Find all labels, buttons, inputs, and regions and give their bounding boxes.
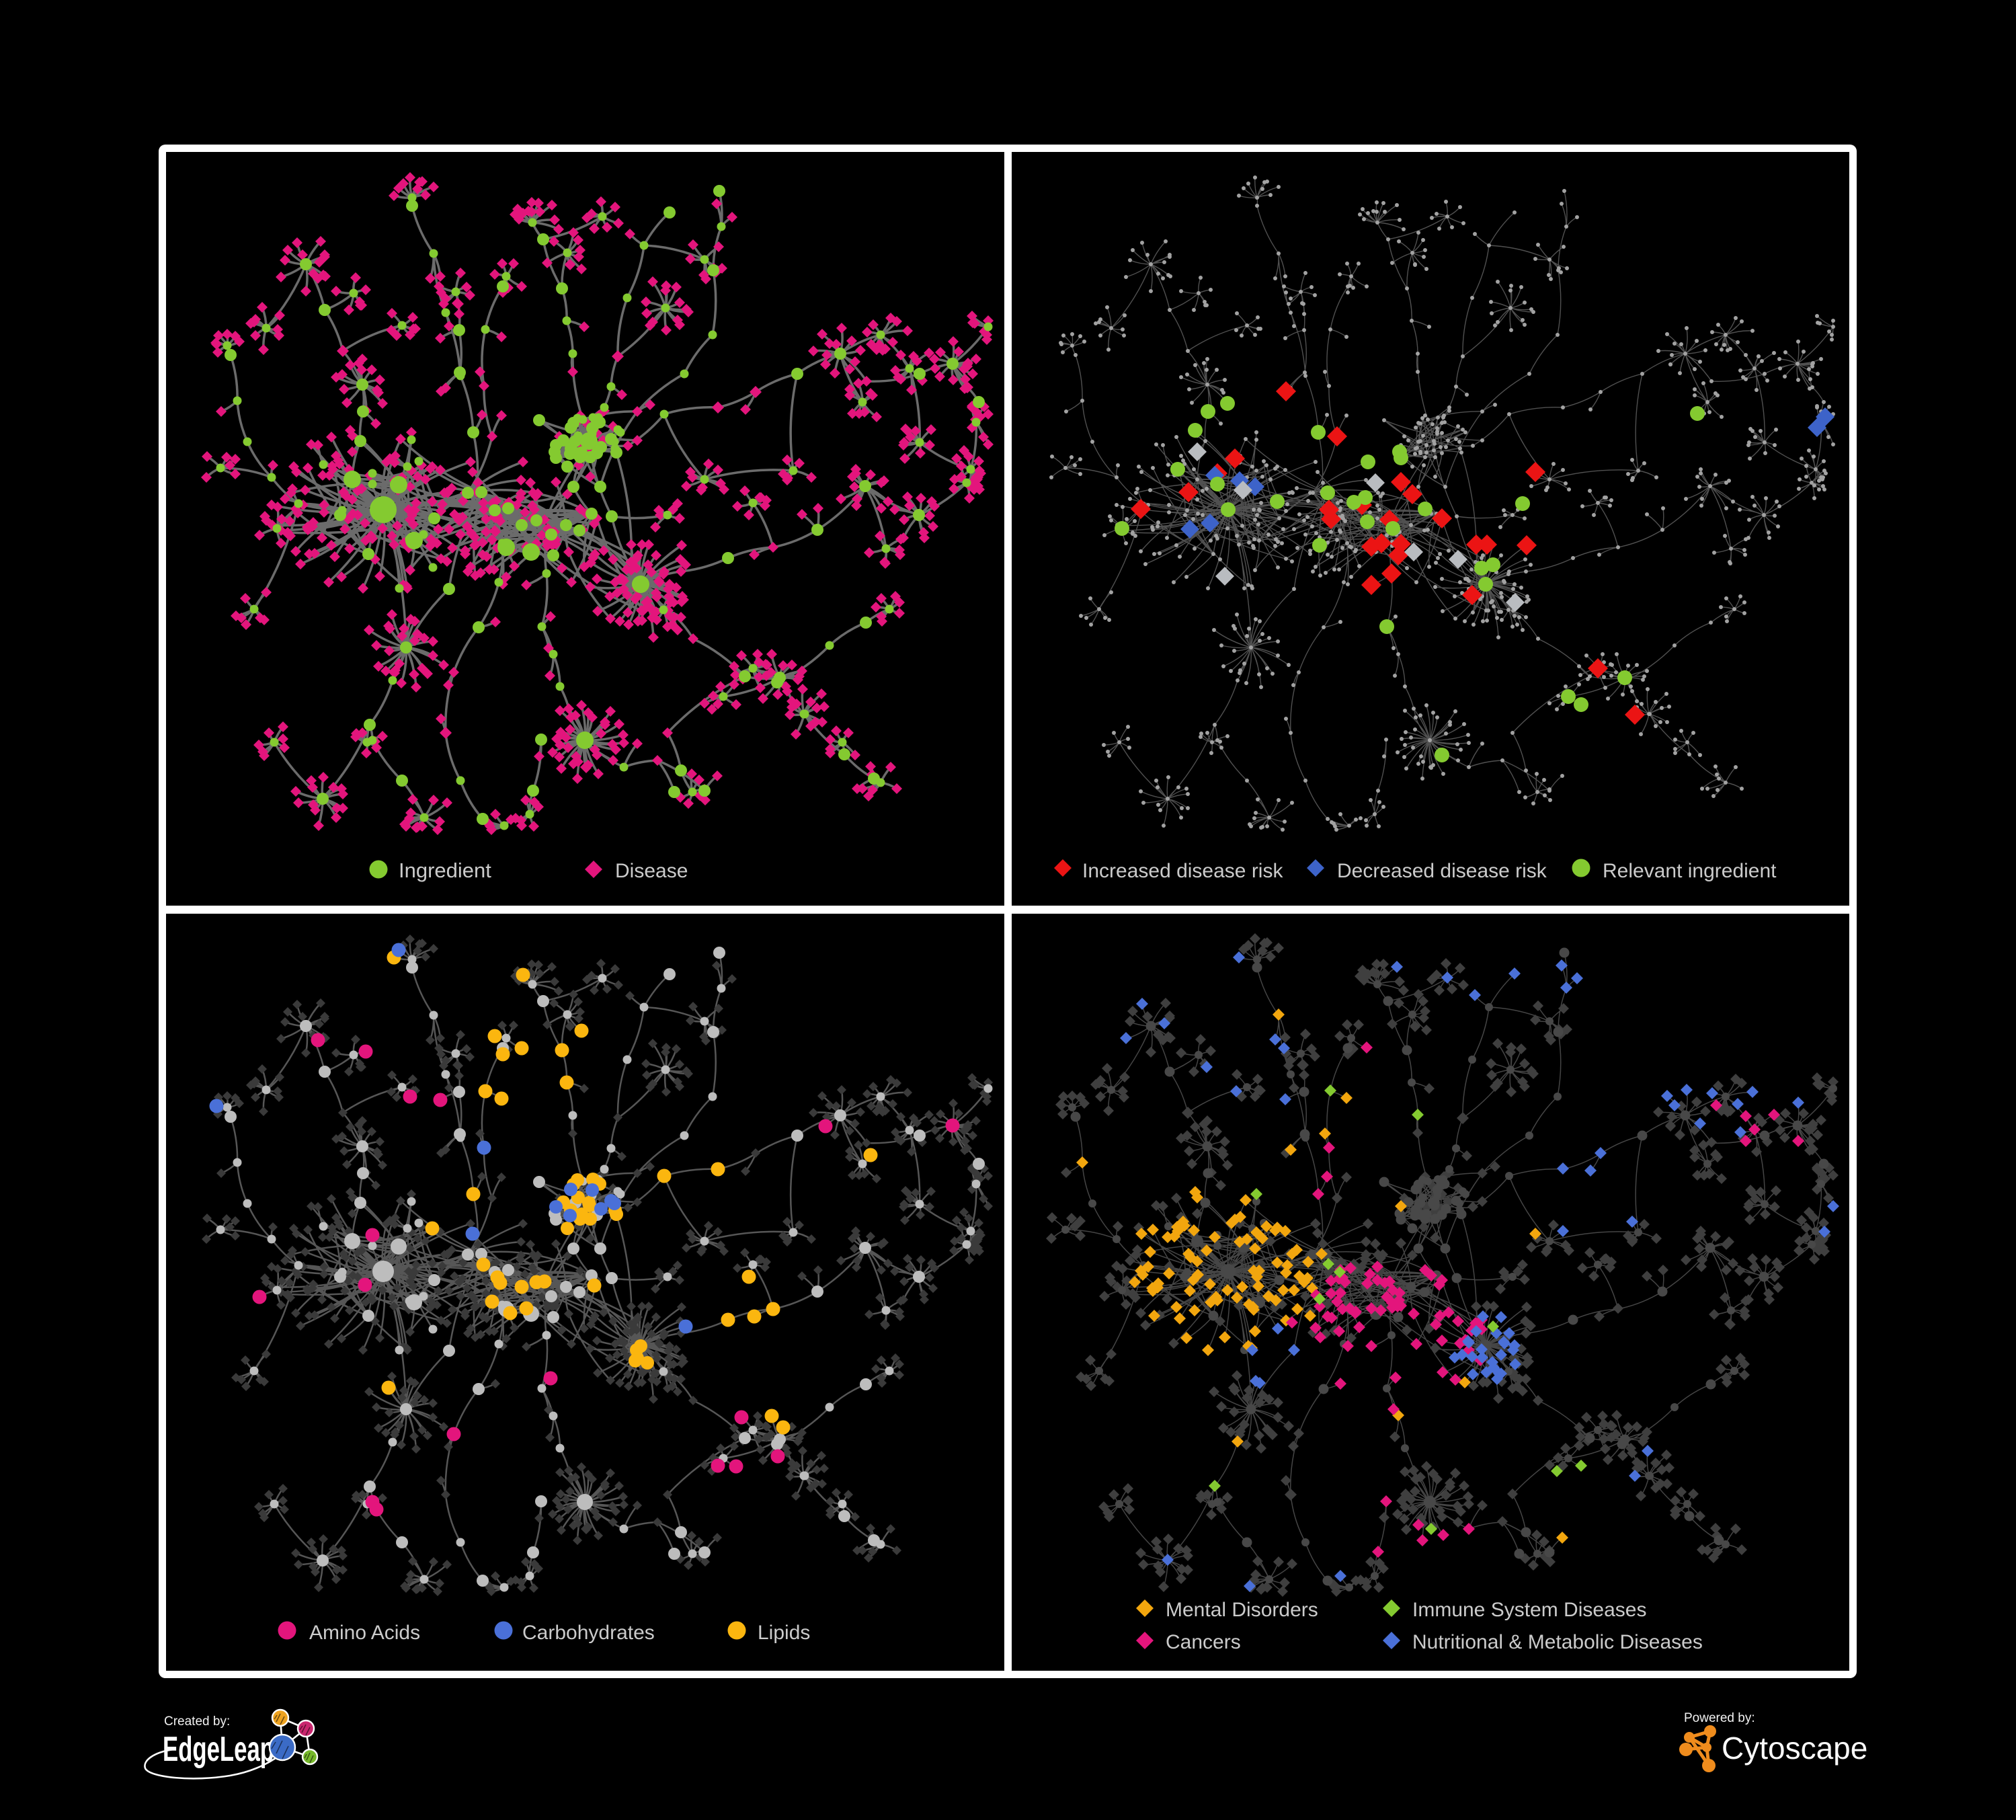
svg-text:Lipids: Lipids	[758, 1622, 810, 1644]
svg-text:Relevant ingredient: Relevant ingredient	[1603, 860, 1777, 882]
svg-text:Mental Disorders: Mental Disorders	[1166, 1599, 1318, 1621]
svg-text:Powered by:: Powered by:	[1684, 1711, 1755, 1725]
svg-text:Cancers: Cancers	[1166, 1631, 1241, 1653]
svg-text:EdgeLeap: EdgeLeap	[163, 1730, 274, 1769]
svg-text:Increased disease risk: Increased disease risk	[1082, 860, 1283, 882]
svg-text:Carbohydrates: Carbohydrates	[522, 1622, 655, 1644]
svg-text:Nutritional & Metabolic Diseas: Nutritional & Metabolic Diseases	[1412, 1631, 1703, 1653]
svg-text:Decreased disease risk: Decreased disease risk	[1337, 860, 1547, 882]
svg-text:Ingredient: Ingredient	[399, 859, 491, 882]
svg-text:Created by:: Created by:	[164, 1714, 230, 1729]
svg-text:Cytoscape: Cytoscape	[1722, 1731, 1867, 1766]
svg-text:Disease: Disease	[615, 860, 688, 882]
svg-text:Amino Acids: Amino Acids	[309, 1622, 420, 1644]
svg-text:Immune System Diseases: Immune System Diseases	[1412, 1599, 1646, 1621]
